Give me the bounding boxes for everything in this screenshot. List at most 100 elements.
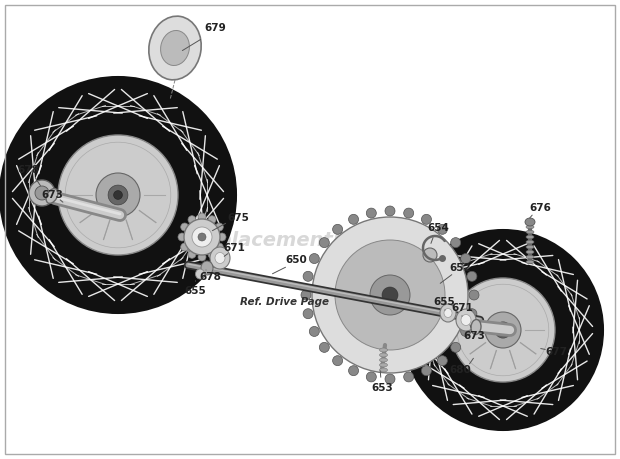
Circle shape — [461, 326, 471, 336]
Circle shape — [485, 312, 521, 348]
Circle shape — [467, 271, 477, 281]
Text: 675: 675 — [227, 213, 249, 223]
Circle shape — [178, 233, 186, 241]
Ellipse shape — [379, 363, 388, 367]
Circle shape — [348, 214, 358, 224]
Text: 671: 671 — [451, 303, 473, 313]
Circle shape — [319, 238, 329, 247]
Ellipse shape — [526, 255, 534, 259]
Ellipse shape — [526, 250, 534, 254]
Ellipse shape — [46, 189, 58, 203]
Circle shape — [495, 322, 511, 338]
Circle shape — [422, 366, 432, 375]
Circle shape — [215, 243, 223, 251]
Circle shape — [303, 309, 313, 319]
Circle shape — [382, 287, 398, 303]
Circle shape — [312, 217, 468, 373]
Circle shape — [198, 213, 206, 221]
Circle shape — [198, 233, 206, 241]
Circle shape — [303, 271, 313, 281]
Circle shape — [301, 290, 311, 300]
Circle shape — [451, 342, 461, 353]
Ellipse shape — [526, 230, 534, 234]
Text: Ref. Drive Page: Ref. Drive Page — [240, 297, 329, 307]
Circle shape — [198, 253, 206, 261]
Text: 673: 673 — [41, 190, 63, 200]
Ellipse shape — [461, 314, 471, 325]
Circle shape — [403, 230, 603, 430]
Ellipse shape — [440, 304, 456, 322]
Text: 680: 680 — [449, 365, 471, 375]
Text: 671: 671 — [223, 243, 245, 253]
Text: 652: 652 — [449, 263, 471, 273]
Circle shape — [332, 356, 343, 366]
Text: 653: 653 — [371, 383, 393, 393]
Ellipse shape — [526, 260, 534, 264]
Circle shape — [370, 275, 410, 315]
Ellipse shape — [195, 269, 205, 279]
Circle shape — [188, 216, 196, 224]
Circle shape — [404, 372, 414, 382]
Circle shape — [180, 243, 188, 251]
Ellipse shape — [526, 240, 534, 244]
Circle shape — [422, 214, 432, 224]
Circle shape — [218, 233, 226, 241]
Circle shape — [423, 248, 437, 262]
Circle shape — [385, 374, 395, 384]
Circle shape — [404, 208, 414, 218]
Circle shape — [319, 342, 329, 353]
Circle shape — [437, 224, 448, 235]
Circle shape — [309, 326, 319, 336]
Text: 678: 678 — [17, 165, 39, 175]
Circle shape — [499, 326, 507, 334]
Circle shape — [451, 278, 555, 382]
Ellipse shape — [210, 247, 230, 269]
Circle shape — [366, 372, 376, 382]
Ellipse shape — [201, 261, 213, 275]
Circle shape — [215, 223, 223, 231]
Circle shape — [108, 185, 128, 205]
Text: 655: 655 — [433, 297, 455, 307]
Circle shape — [58, 135, 178, 255]
Text: 678: 678 — [199, 272, 221, 282]
Circle shape — [437, 356, 448, 366]
Circle shape — [461, 253, 471, 263]
Text: 673: 673 — [463, 331, 485, 341]
Text: 650: 650 — [285, 255, 307, 265]
Ellipse shape — [444, 308, 452, 318]
Circle shape — [451, 238, 461, 247]
Circle shape — [208, 216, 216, 224]
Circle shape — [348, 366, 358, 375]
Ellipse shape — [456, 309, 476, 331]
Circle shape — [184, 219, 220, 255]
Circle shape — [208, 250, 216, 258]
Ellipse shape — [526, 245, 534, 249]
Circle shape — [385, 206, 395, 216]
Text: 654: 654 — [427, 223, 449, 233]
Circle shape — [29, 180, 55, 206]
Circle shape — [96, 173, 140, 217]
Ellipse shape — [161, 30, 190, 66]
Text: 655: 655 — [184, 286, 206, 296]
Circle shape — [335, 240, 445, 350]
Ellipse shape — [149, 16, 202, 80]
Circle shape — [366, 208, 376, 218]
Ellipse shape — [379, 368, 388, 372]
Ellipse shape — [215, 252, 225, 263]
Ellipse shape — [526, 225, 534, 229]
Ellipse shape — [379, 358, 388, 362]
Circle shape — [180, 223, 188, 231]
Circle shape — [192, 227, 212, 247]
Circle shape — [309, 253, 319, 263]
Circle shape — [188, 250, 196, 258]
Ellipse shape — [379, 348, 388, 352]
Circle shape — [35, 186, 49, 200]
Ellipse shape — [526, 235, 534, 239]
Text: 676: 676 — [529, 203, 551, 213]
Ellipse shape — [525, 218, 535, 226]
Circle shape — [332, 224, 343, 235]
Circle shape — [469, 290, 479, 300]
Ellipse shape — [379, 353, 388, 357]
Circle shape — [467, 309, 477, 319]
Circle shape — [0, 77, 236, 313]
